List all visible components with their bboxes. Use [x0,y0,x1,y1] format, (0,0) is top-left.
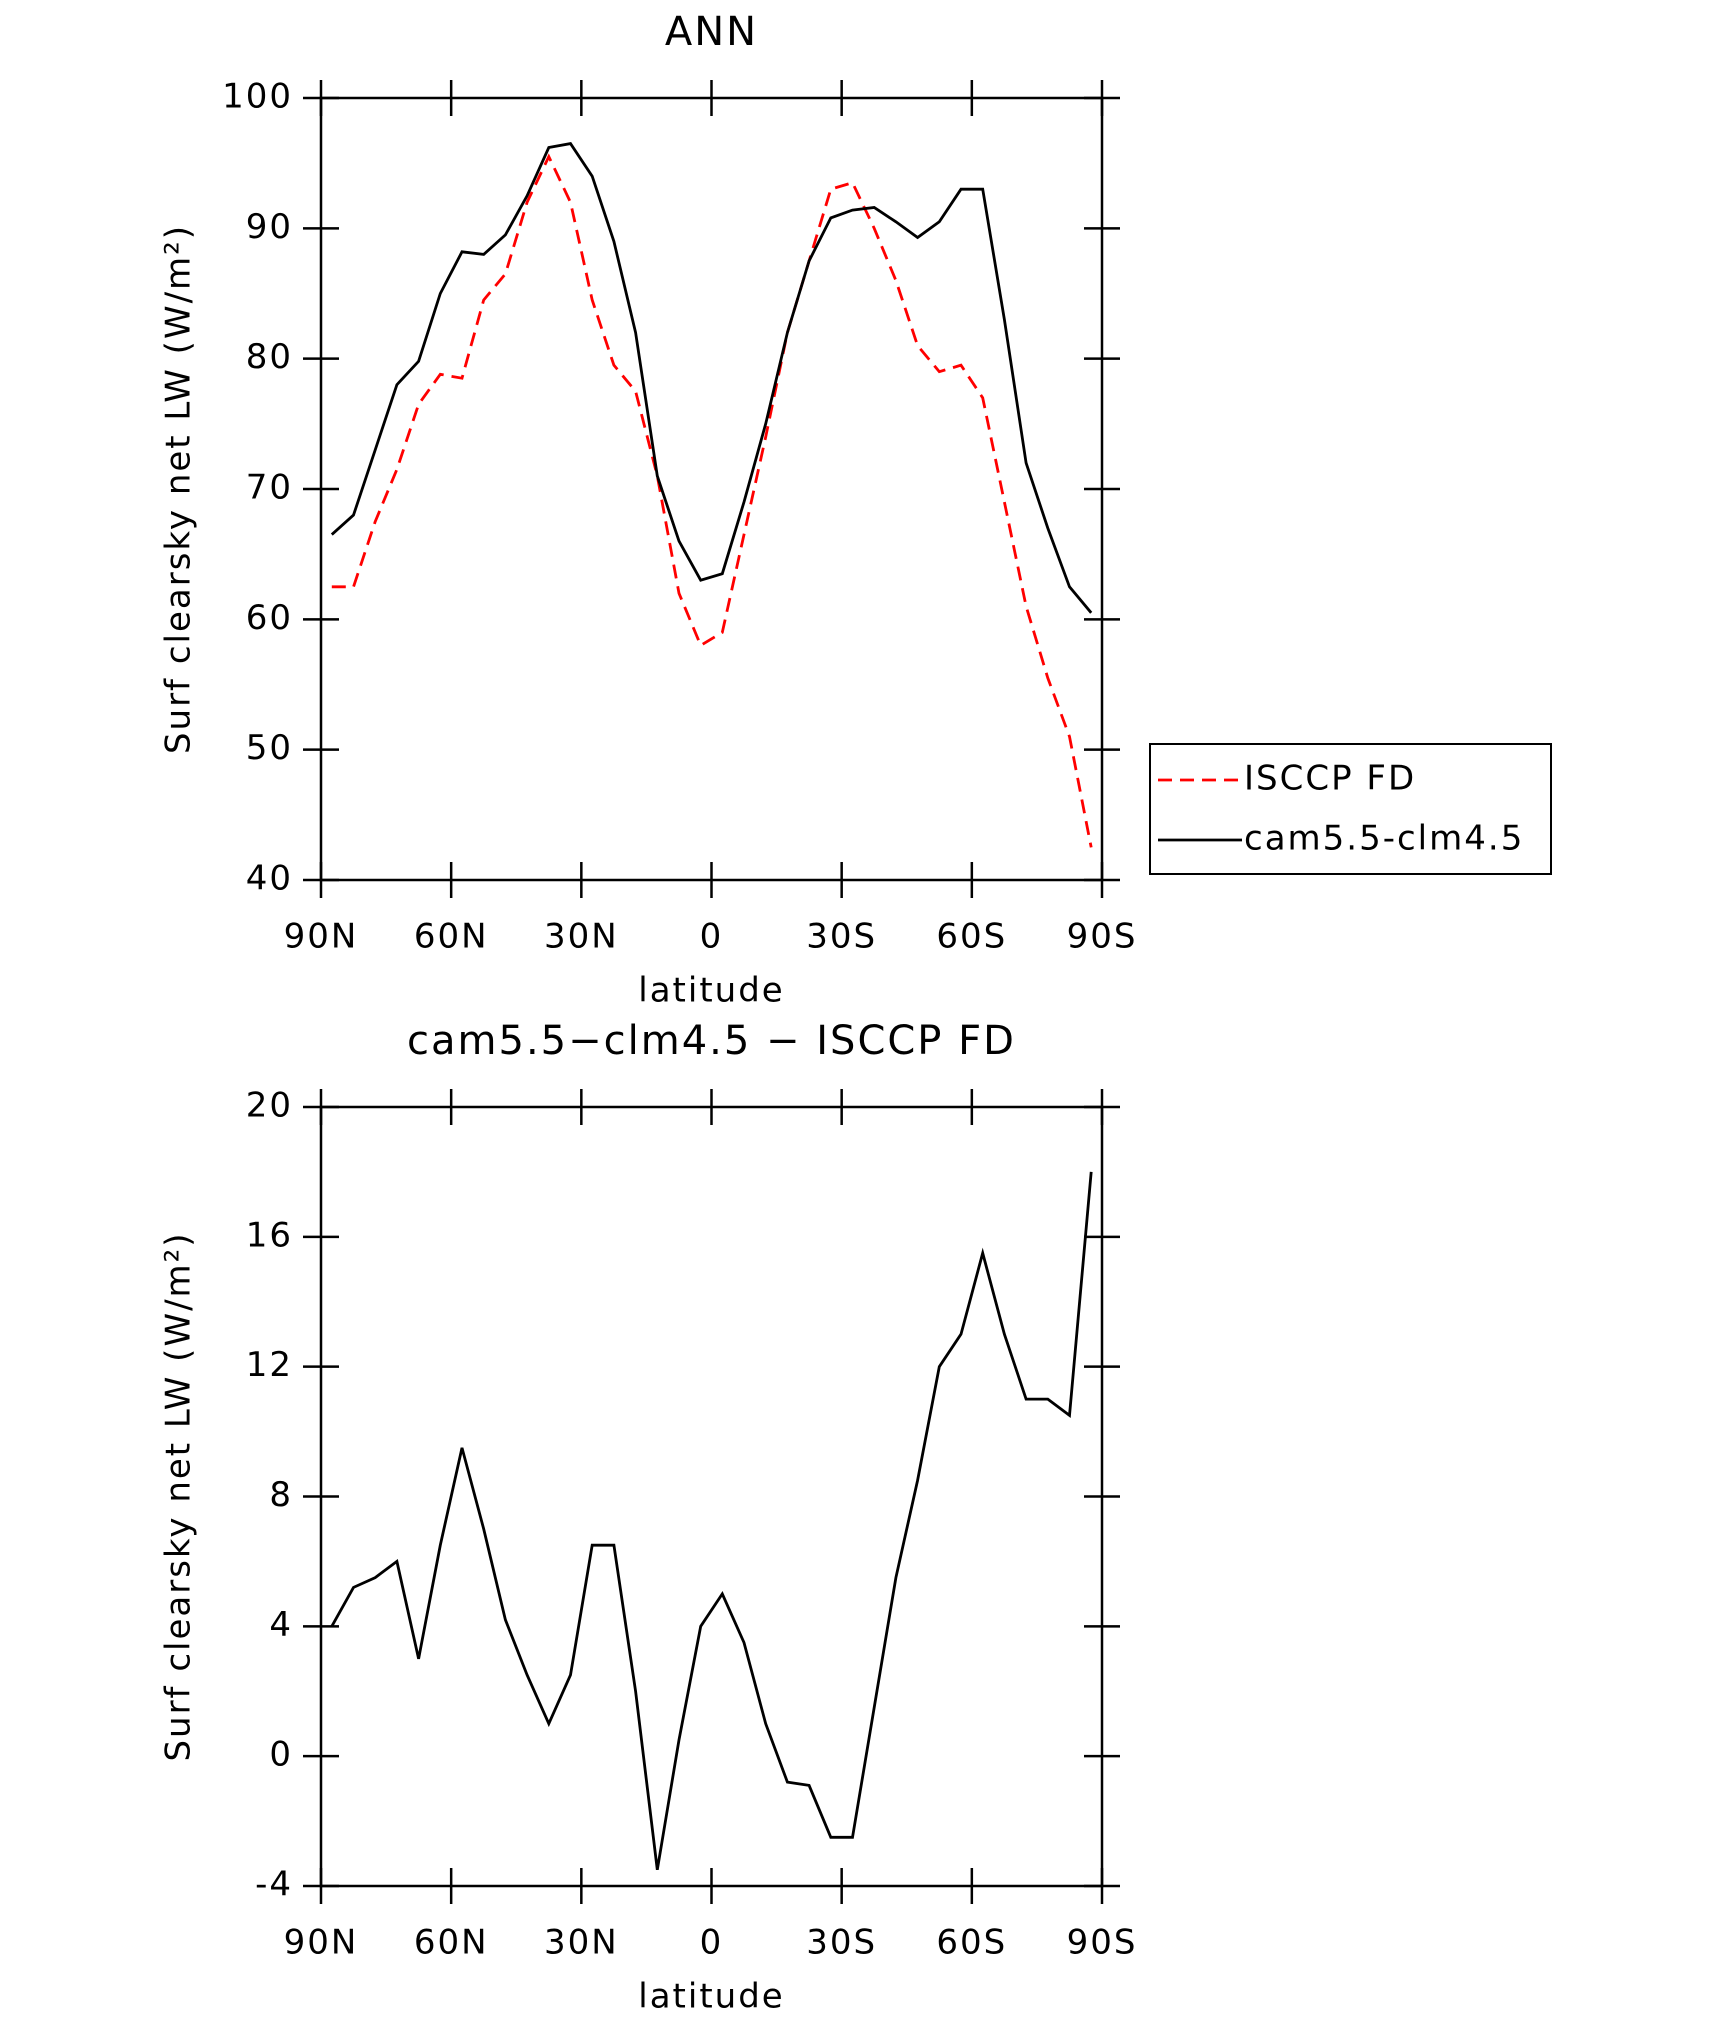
data-line [330,142,1093,614]
legend-box [1149,743,1552,875]
x-axis-label: latitude [638,971,784,1011]
x-tick-label: 30N [544,917,619,957]
x-tick-label: 60S [936,1923,1007,1963]
x-tick-label: 0 [700,917,724,957]
x-tick-label: 90N [284,1923,359,1963]
x-axis-label: latitude [638,1977,784,2017]
x-tick-label: 60N [414,1923,489,1963]
data-line [331,153,1093,848]
x-tick-label: 0 [700,1923,724,1963]
chart-title: cam5.5−clm4.5 − ISCCP FD [407,1018,1016,1064]
data-line [330,1171,1093,1871]
y-tick-label: 90 [246,207,293,247]
x-tick-label: 30S [806,917,877,957]
x-tick-label: 30S [806,1923,877,1963]
y-tick-label: 4 [269,1605,293,1645]
y-tick-label: 16 [246,1215,293,1255]
x-tick-label: 60S [936,917,1007,957]
y-tick-label: 80 [246,337,293,377]
legend-label: ISCCP FD [1244,759,1416,799]
y-tick-label: 100 [222,77,293,117]
y-tick-label: 20 [246,1086,293,1126]
plot-frame [319,96,1104,882]
y-tick-label: 60 [246,598,293,638]
legend-label: cam5.5-clm4.5 [1244,819,1524,859]
y-tick-label: 40 [246,859,293,899]
y-tick-label: 70 [246,468,293,508]
x-tick-label: 90N [284,917,359,957]
chart-title: ANN [665,9,758,55]
plot-frame [319,1105,1104,1888]
y-axis-label: Surf clearsky net LW (W/m²) [159,1231,199,1761]
y-tick-label: 8 [269,1475,293,1515]
y-axis-label: Surf clearsky net LW (W/m²) [159,224,199,754]
x-tick-label: 90S [1067,1923,1138,1963]
y-tick-label: -4 [255,1865,293,1905]
y-tick-label: 0 [269,1735,293,1775]
y-tick-label: 50 [246,728,293,768]
x-tick-label: 30N [544,1923,619,1963]
x-tick-label: 60N [414,917,489,957]
x-tick-label: 90S [1067,917,1138,957]
y-tick-label: 12 [246,1345,293,1385]
